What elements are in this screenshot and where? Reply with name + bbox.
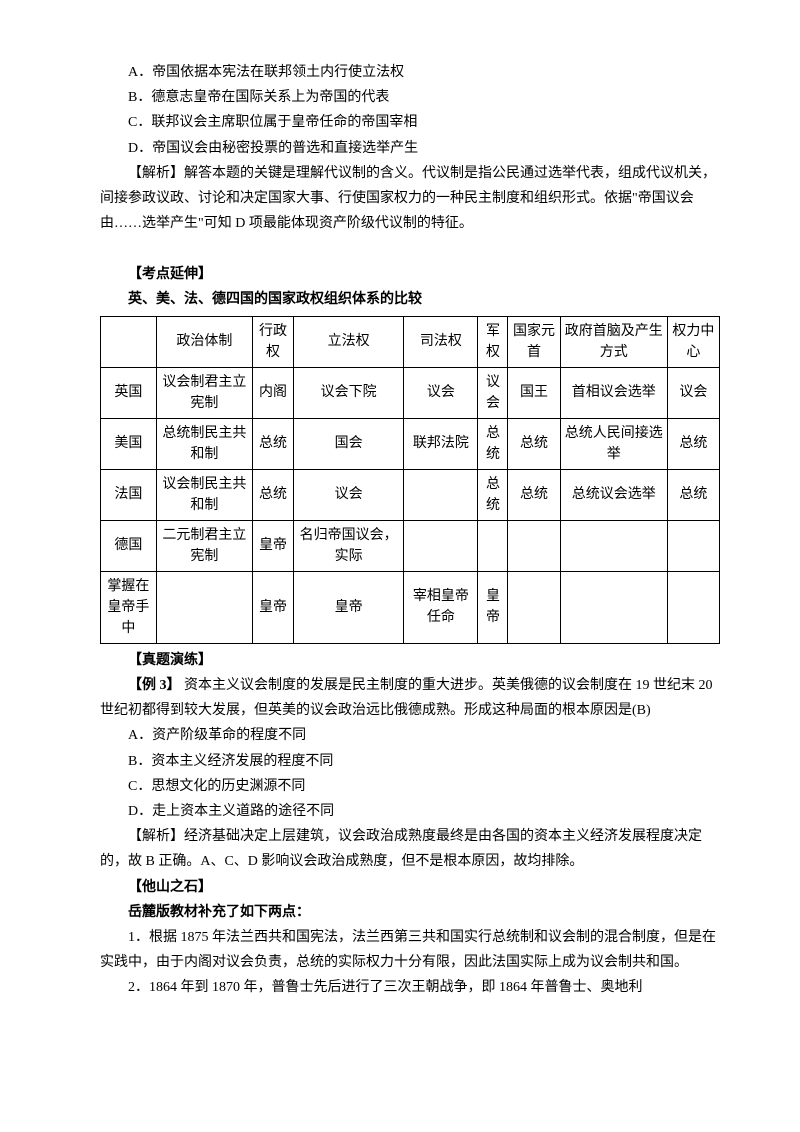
cell: 联邦法院 — [404, 418, 478, 469]
option-b: B．德意志皇帝在国际关系上为帝国的代表 — [100, 85, 720, 110]
table-row: 美国 总统制民主共和制 总统 国会 联邦法院 总统 总统 总统人民间接选举 总统 — [101, 418, 720, 469]
q2-option-d: D．走上资本主义道路的途径不同 — [100, 799, 720, 824]
q2-option-a: A．资产阶级革命的程度不同 — [100, 723, 720, 748]
cell — [667, 571, 719, 643]
cell: 总统 — [508, 418, 560, 469]
cell: 议会 — [294, 469, 404, 520]
analysis-1: 【解析】解答本题的关键是理解代议制的含义。代议制是指公民通过选举代表，组成代议机… — [100, 161, 720, 237]
stone-title: 岳麓版教材补充了如下两点： — [100, 900, 720, 925]
cell: 总统人民间接选举 — [560, 418, 667, 469]
table-row: 法国 议会制民主共和制 总统 议会 总统 总统 总统议会选举 总统 — [101, 469, 720, 520]
th-mil: 军权 — [478, 316, 508, 367]
example-3-label: 【例 3】 — [128, 678, 181, 693]
comparison-table: 政治体制 行政权 立法权 司法权 军权 国家元首 政府首脑及产生方式 权力中心 … — [100, 316, 720, 644]
cell: 议会 — [667, 367, 719, 418]
practice-heading: 【真题演练】 — [100, 648, 720, 673]
stone-point-1: 1．根据 1875 年法兰西共和国宪法，法兰西第三共和国实行总统制和议会制的混合… — [100, 925, 720, 975]
cell: 议会制民主共和制 — [156, 469, 252, 520]
cell: 英国 — [101, 367, 157, 418]
cell: 掌握在皇帝手中 — [101, 571, 157, 643]
example-3: 【例 3】 资本主义议会制度的发展是民主制度的重大进步。英美俄德的议会制度在 1… — [100, 673, 720, 723]
cell — [156, 571, 252, 643]
table-row: 掌握在皇帝手中 皇帝 皇帝 宰相皇帝任命 皇帝 — [101, 571, 720, 643]
cell: 议会制君主立宪制 — [156, 367, 252, 418]
option-a: A．帝国依据本宪法在联邦领土内行使立法权 — [100, 60, 720, 85]
th-head: 国家元首 — [508, 316, 560, 367]
analysis-2: 【解析】经济基础决定上层建筑，议会政治成熟度最终是由各国的资本主义经济发展程度决… — [100, 824, 720, 874]
example-3-text: 资本主义议会制度的发展是民主制度的重大进步。英美俄德的议会制度在 19 世纪末 … — [100, 678, 713, 718]
option-d: D．帝国议会由秘密投票的普选和直接选举产生 — [100, 136, 720, 161]
th-legis: 立法权 — [294, 316, 404, 367]
th-system: 政治体制 — [156, 316, 252, 367]
cell: 总统制民主共和制 — [156, 418, 252, 469]
th-judic: 司法权 — [404, 316, 478, 367]
cell: 首相议会选举 — [560, 367, 667, 418]
cell: 美国 — [101, 418, 157, 469]
cell: 内阁 — [252, 367, 293, 418]
th-blank — [101, 316, 157, 367]
q2-option-c: C．思想文化的历史渊源不同 — [100, 774, 720, 799]
cell: 国王 — [508, 367, 560, 418]
cell: 名归帝国议会，实际 — [294, 520, 404, 571]
cell — [667, 520, 719, 571]
cell: 总统 — [478, 418, 508, 469]
cell — [508, 520, 560, 571]
cell: 德国 — [101, 520, 157, 571]
cell: 法国 — [101, 469, 157, 520]
cell: 总统 — [508, 469, 560, 520]
cell: 总统 — [252, 469, 293, 520]
cell — [404, 520, 478, 571]
cell — [560, 571, 667, 643]
cell: 总统 — [667, 418, 719, 469]
cell: 总统 — [252, 418, 293, 469]
th-gov: 政府首脑及产生方式 — [560, 316, 667, 367]
table-row: 德国 二元制君主立宪制 皇帝 名归帝国议会，实际 — [101, 520, 720, 571]
th-exec: 行政权 — [252, 316, 293, 367]
stone-point-2: 2．1864 年到 1870 年，普鲁士先后进行了三次王朝战争，即 1864 年… — [100, 975, 720, 1000]
cell: 国会 — [294, 418, 404, 469]
cell — [560, 520, 667, 571]
cell: 皇帝 — [252, 520, 293, 571]
cell — [508, 571, 560, 643]
option-c: C．联邦议会主席职位属于皇帝任命的帝国宰相 — [100, 110, 720, 135]
cell: 议会下院 — [294, 367, 404, 418]
table-row: 英国 议会制君主立宪制 内阁 议会下院 议会 议会 国王 首相议会选举 议会 — [101, 367, 720, 418]
cell: 皇帝 — [478, 571, 508, 643]
cell — [478, 520, 508, 571]
cell: 议会 — [478, 367, 508, 418]
stone-heading: 【他山之石】 — [100, 875, 720, 900]
table-header-row: 政治体制 行政权 立法权 司法权 军权 国家元首 政府首脑及产生方式 权力中心 — [101, 316, 720, 367]
cell: 总统 — [478, 469, 508, 520]
cell: 总统议会选举 — [560, 469, 667, 520]
extension-heading: 【考点延伸】 — [100, 262, 720, 287]
th-power: 权力中心 — [667, 316, 719, 367]
cell: 皇帝 — [294, 571, 404, 643]
cell: 总统 — [667, 469, 719, 520]
cell — [404, 469, 478, 520]
cell: 二元制君主立宪制 — [156, 520, 252, 571]
cell: 皇帝 — [252, 571, 293, 643]
q2-option-b: B．资本主义经济发展的程度不同 — [100, 749, 720, 774]
cell: 议会 — [404, 367, 478, 418]
extension-title: 英、美、法、德四国的国家政权组织体系的比较 — [100, 287, 720, 312]
cell: 宰相皇帝任命 — [404, 571, 478, 643]
